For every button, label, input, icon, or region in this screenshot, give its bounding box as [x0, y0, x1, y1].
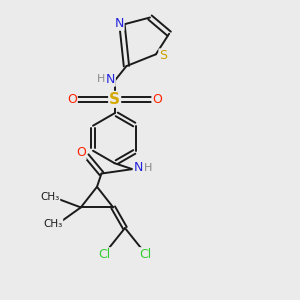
Text: CH₃: CH₃ [43, 219, 62, 229]
Text: N: N [106, 73, 115, 86]
Text: S: S [109, 92, 120, 107]
Text: O: O [152, 93, 162, 106]
Text: O: O [76, 146, 86, 159]
Text: H: H [97, 74, 106, 84]
Text: O: O [67, 93, 77, 106]
Text: N: N [134, 161, 143, 174]
Text: N: N [114, 17, 124, 30]
Text: Cl: Cl [98, 248, 110, 261]
Text: H: H [144, 163, 153, 173]
Text: Cl: Cl [140, 248, 152, 261]
Text: S: S [159, 49, 167, 62]
Text: CH₃: CH₃ [40, 192, 59, 202]
